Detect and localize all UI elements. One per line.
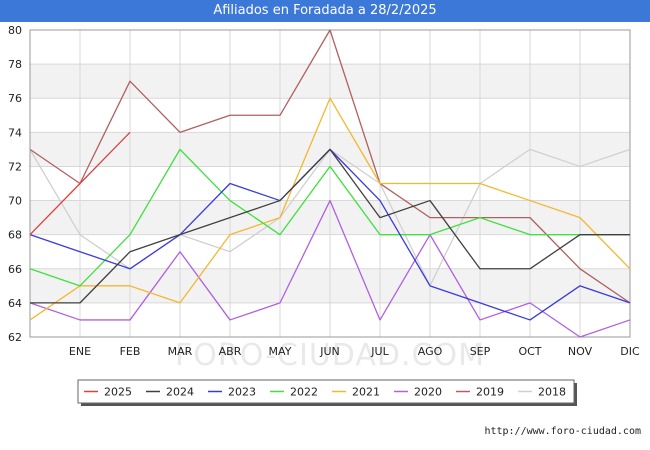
series-line-2021 <box>29 97 631 321</box>
x-tick-label: ABR <box>219 345 242 358</box>
legend-label-2025: 2025 <box>104 386 132 399</box>
legend-label-2019: 2019 <box>476 386 504 399</box>
x-tick-label: ENE <box>69 345 91 358</box>
y-tick-label: 76 <box>8 92 22 105</box>
x-tick-label: NOV <box>568 345 593 358</box>
y-tick-label: 80 <box>8 24 22 37</box>
x-tick-label: MAR <box>168 345 193 358</box>
footer-url: http://www.foro-ciudad.com <box>484 426 641 437</box>
x-tick-label: DIC <box>620 345 640 358</box>
y-tick-label: 78 <box>8 58 22 71</box>
legend-label-2021: 2021 <box>352 386 380 399</box>
legend-label-2020: 2020 <box>414 386 442 399</box>
x-tick-label: FEB <box>120 345 141 358</box>
y-tick-label: 72 <box>8 160 22 173</box>
legend-label-2022: 2022 <box>290 386 318 399</box>
x-tick-label: JUN <box>319 345 340 358</box>
series-line-2024 <box>30 148 630 304</box>
legend-box <box>77 379 575 404</box>
x-tick-label: JUL <box>370 345 389 358</box>
x-tick-label: MAY <box>269 345 292 358</box>
series-line-2019 <box>29 29 631 304</box>
x-tick-label: SEP <box>470 345 491 358</box>
y-tick-label: 68 <box>8 229 22 242</box>
y-tick-label: 74 <box>8 126 22 139</box>
chart-title: Afiliados en Foradada a 28/2/2025 <box>0 0 650 22</box>
y-tick-label: 64 <box>8 297 22 310</box>
y-tick-label: 62 <box>8 331 22 344</box>
x-tick-label: AGO <box>418 345 443 358</box>
series-line-2025 <box>29 131 131 236</box>
watermark: FORO-CIUDAD.COM <box>175 338 485 373</box>
series-line-2022 <box>29 148 630 287</box>
x-tick-label: OCT <box>518 345 541 358</box>
legend-label-2018: 2018 <box>538 386 566 399</box>
y-tick-label: 66 <box>8 263 22 276</box>
series-line-2020 <box>29 199 631 338</box>
y-tick-label: 70 <box>8 195 22 208</box>
legend-label-2024: 2024 <box>166 386 194 399</box>
legend-label-2023: 2023 <box>228 386 256 399</box>
